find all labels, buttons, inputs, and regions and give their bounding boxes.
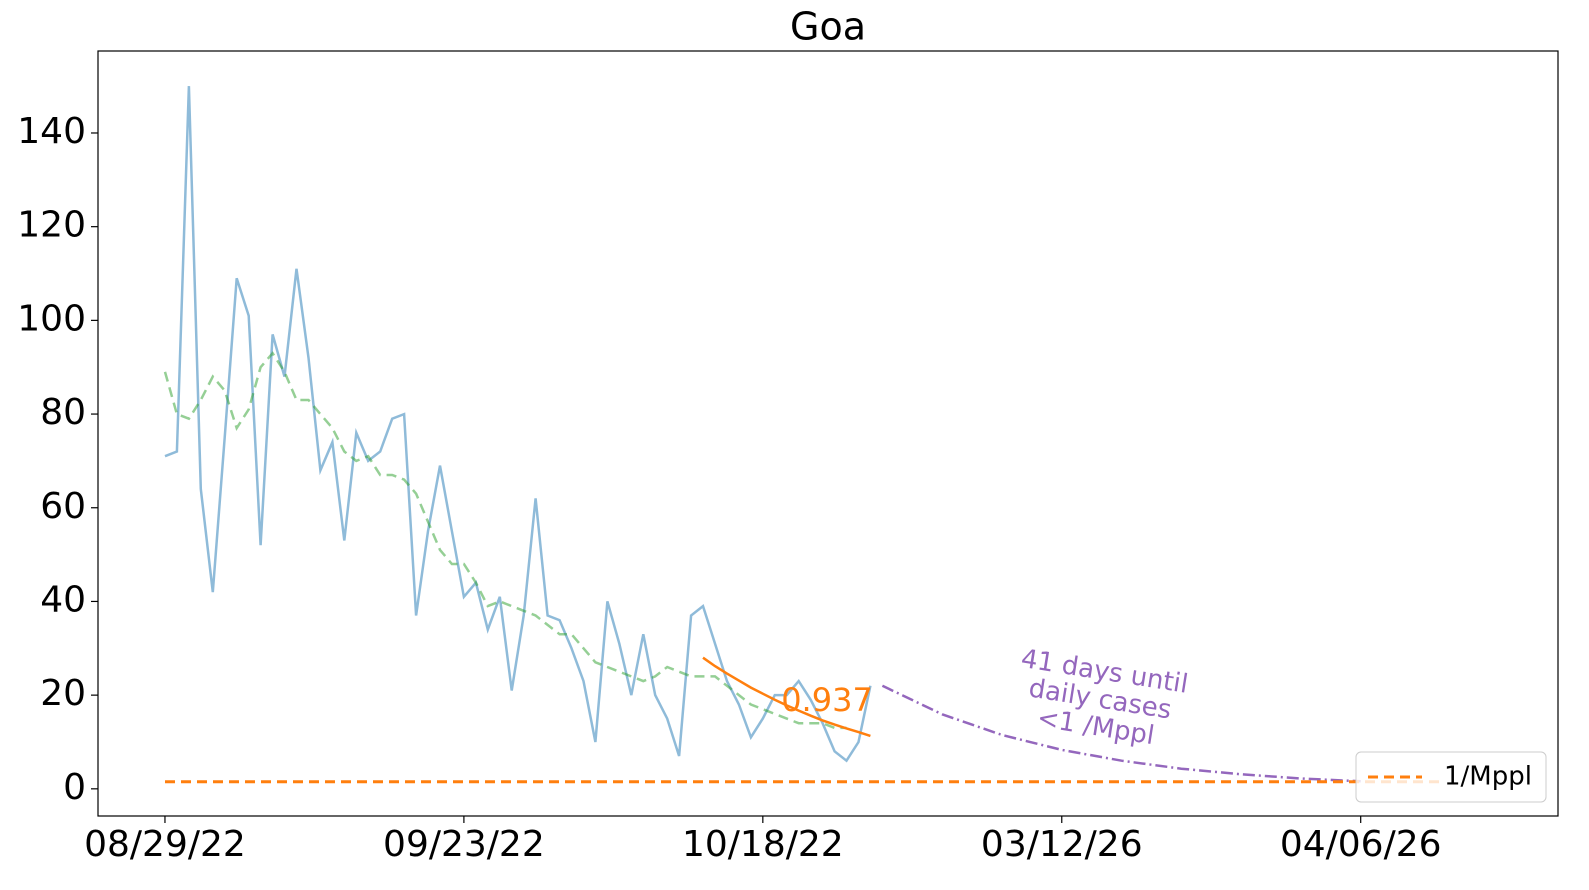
x-tick-label: 08/29/22 [84,824,246,865]
annotation: 0.937 [781,681,873,719]
x-tick-label: 09/23/22 [383,824,545,865]
series-line [163,351,847,730]
legend-label: 1/Mppl [1444,762,1532,792]
series-line [702,656,871,738]
x-tick-label: 03/12/26 [981,824,1143,865]
y-tick-label: 20 [40,673,86,714]
x-tick-label: 10/18/22 [682,824,844,865]
x-tick-label: 04/06/26 [1280,824,1442,865]
y-tick-label: 0 [63,767,86,808]
y-tick-label: 60 [40,486,86,527]
y-tick-label: 40 [40,579,86,620]
series-line [164,86,872,763]
chart-title: Goa [790,5,866,49]
y-tick-label: 120 [17,205,86,246]
y-tick-label: 100 [17,298,86,339]
y-tick-label: 140 [17,111,86,152]
plot-frame [97,50,1559,817]
legend-box [1355,751,1547,803]
annotation-text: 0.937 [781,681,873,719]
y-tick-label: 80 [40,392,86,433]
series-line [881,684,1361,783]
